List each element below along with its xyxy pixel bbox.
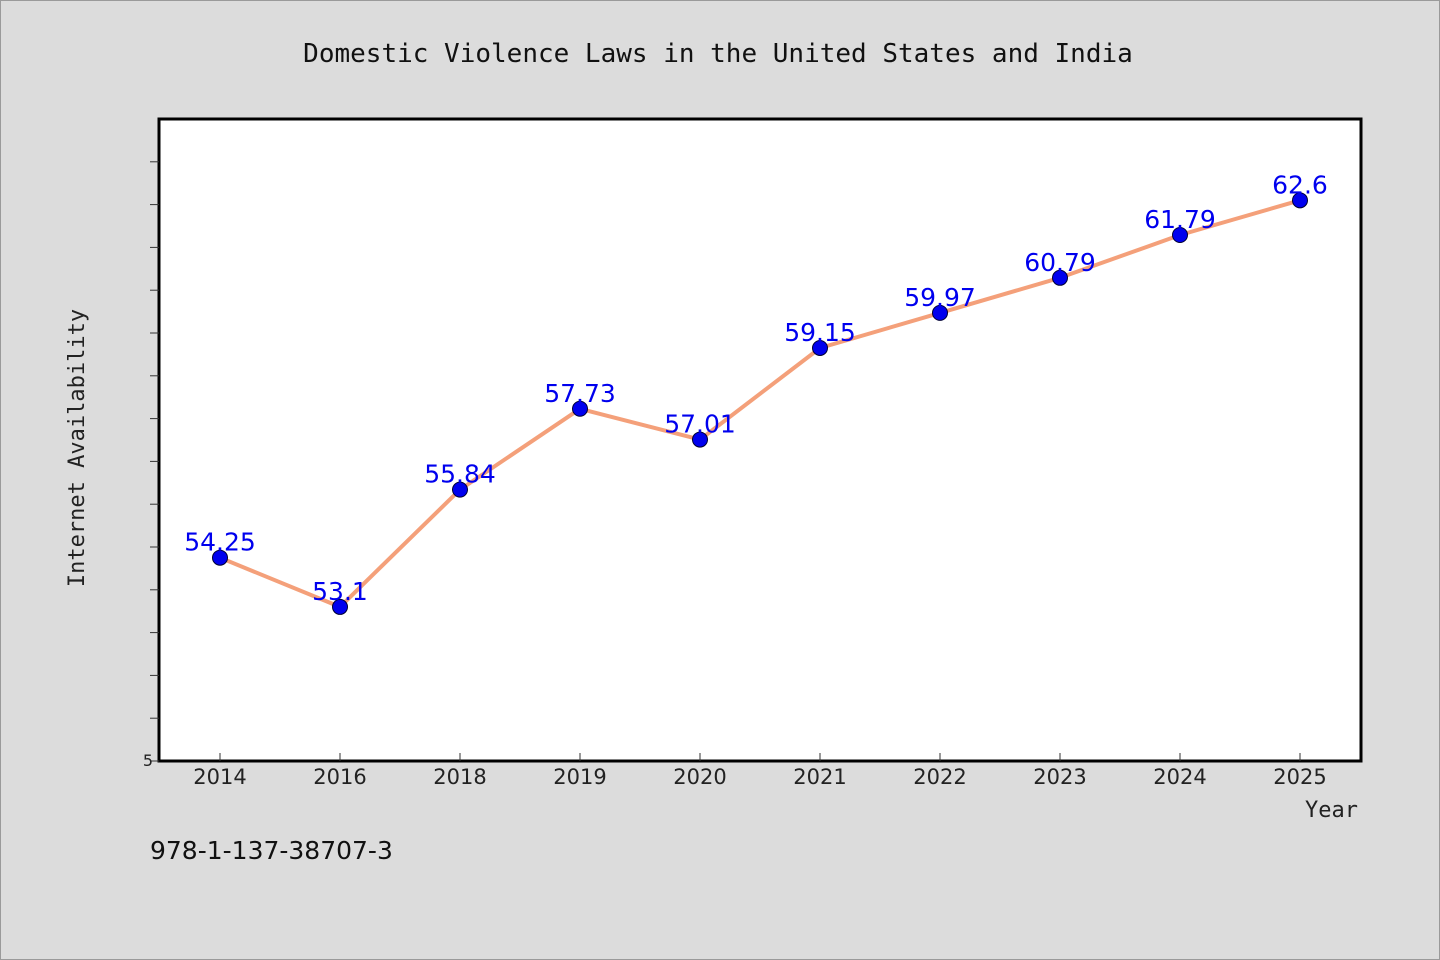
data-point [572,400,588,417]
x-tick-label: 2016 [313,765,366,789]
data-markers [212,192,1308,615]
data-point [1292,192,1308,209]
x-tick-label: 2020 [673,765,726,789]
data-point [692,431,708,448]
x-axis-ticks: 2014 2016 2018 2019 2020 2021 2022 2023 2024 2025 [193,753,1327,789]
data-label: 62.6 [1272,170,1328,199]
data-label: 61.79 [1144,205,1216,234]
x-tick-label: 2024 [1153,765,1206,789]
data-point [932,304,948,321]
y-axis-ticks: 5 [143,161,159,770]
data-label: 59.15 [784,318,856,347]
data-point [812,339,828,356]
y-axis-label: Internet Availability [65,309,90,587]
data-point [1052,269,1068,286]
data-labels: 54.25 53.1 55.84 57.73 57.01 59.15 59.97 60.79 6… [184,170,1328,606]
data-label: 59.97 [904,283,976,312]
data-label: 60.79 [1024,248,1096,277]
x-tick-label: 2018 [433,765,486,789]
data-label: 53.1 [312,577,368,606]
x-tick-label: 2025 [1273,765,1326,789]
isbn-footnote: 978-1-137-38707-3 [150,836,393,865]
x-tick-label: 2021 [793,765,846,789]
x-axis-label: Year [1305,798,1358,823]
data-label: 57.73 [544,379,616,408]
data-point [452,481,468,498]
plot-area [157,117,1363,763]
data-point [212,549,228,566]
x-tick-label: 2019 [553,765,606,789]
series-line [218,198,1302,609]
data-point [332,598,348,615]
data-label: 55.84 [424,460,496,489]
data-point [1172,226,1188,243]
data-label: 57.01 [664,410,736,439]
x-tick-label: 2023 [1033,765,1086,789]
data-label: 54.25 [184,528,256,557]
x-tick-label: 2014 [193,765,246,789]
chart-title: Domestic Violence Laws in the United Sta… [303,39,1133,69]
y-tick-label: 5 [143,751,153,770]
x-tick-label: 2022 [913,765,966,789]
